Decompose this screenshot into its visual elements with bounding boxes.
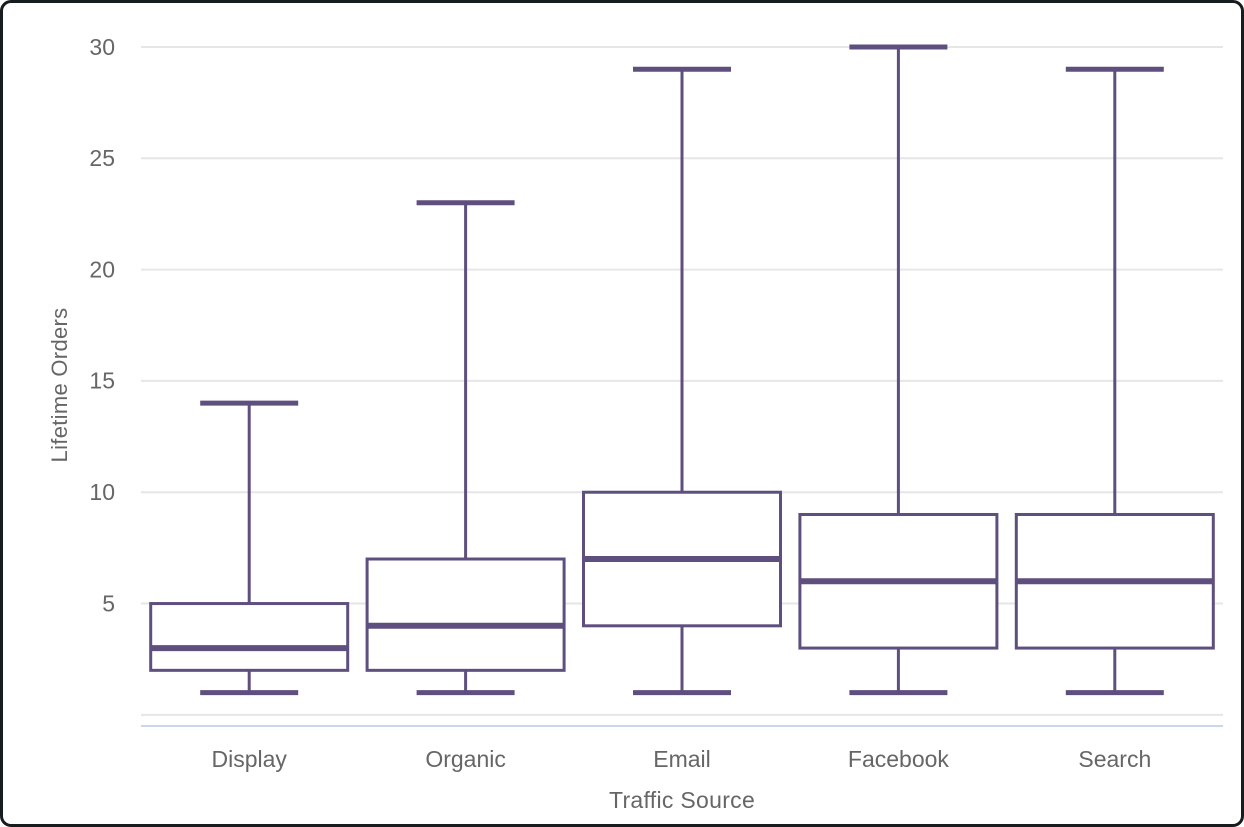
x-axis-title: Traffic Source (608, 787, 756, 813)
iqr-box (365, 557, 566, 672)
y-tick-label: 15 (89, 368, 115, 394)
y-tick-label: 5 (102, 590, 115, 616)
plot-area: 5 10 15 20 25 30 Display Organic Email Facebook Se… (89, 34, 1223, 772)
x-category-label: Display (211, 746, 287, 772)
boxplot-search[interactable] (1014, 66, 1215, 696)
boxplot-organic[interactable] (365, 200, 566, 696)
boxplot-email[interactable] (582, 66, 782, 696)
boxplot-display[interactable] (149, 400, 350, 696)
y-tick-label: 30 (89, 34, 115, 60)
boxplot-chart: Lifetime Orders Traffic Source 5 10 15 20 25… (3, 3, 1241, 824)
x-category-label: Facebook (848, 746, 950, 772)
x-category-label: Search (1078, 746, 1151, 772)
iqr-box (149, 602, 350, 672)
boxplot-facebook[interactable] (798, 44, 999, 696)
x-category-label: Organic (425, 746, 506, 772)
y-tick-label: 25 (89, 145, 115, 171)
x-category-label: Email (653, 746, 711, 772)
y-tick-label: 10 (89, 479, 115, 505)
y-tick-label: 20 (89, 256, 115, 282)
